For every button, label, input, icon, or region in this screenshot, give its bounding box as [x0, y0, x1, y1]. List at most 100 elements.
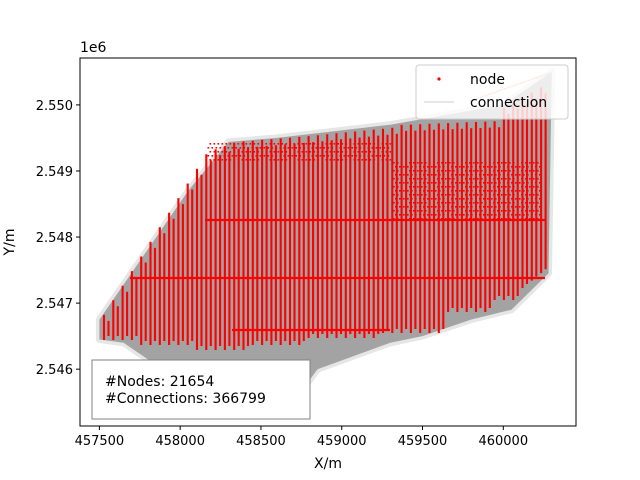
node-dot: [445, 170, 447, 172]
node-dot: [315, 155, 318, 157]
connection-area: [99, 71, 552, 409]
node-dot: [489, 178, 491, 180]
node-dot: [209, 151, 212, 153]
node-dot: [361, 159, 364, 161]
node-dot: [343, 147, 346, 149]
node-dot: [429, 162, 431, 164]
node-dot: [255, 147, 258, 149]
node-dot: [255, 155, 258, 157]
node-dot: [535, 174, 537, 176]
node-dot: [489, 186, 491, 188]
stats-connections: #Connections: 366799: [105, 391, 266, 407]
node-dot: [451, 182, 453, 184]
node-dot: [467, 182, 469, 184]
node-dot: [363, 155, 366, 157]
node-dot: [269, 159, 272, 161]
node-dot: [331, 147, 334, 149]
node-dot: [355, 155, 358, 157]
node-dot: [435, 206, 437, 208]
node-dot: [281, 159, 284, 161]
node-dot: [485, 194, 487, 196]
node-dot: [477, 162, 479, 164]
node-dot: [509, 218, 511, 220]
node-dot: [417, 178, 419, 180]
node-dot: [237, 143, 240, 145]
node-dot: [415, 166, 417, 168]
node-dot: [291, 147, 294, 149]
node-dot: [393, 162, 395, 164]
node-dot: [505, 162, 507, 164]
node-dot: [429, 170, 431, 172]
node-dot: [493, 202, 495, 204]
node-dot: [405, 202, 407, 204]
node-dot: [533, 178, 535, 180]
node-dot: [513, 162, 515, 164]
node-dot: [341, 159, 344, 161]
node-dot: [287, 155, 290, 157]
node-dot: [239, 155, 242, 157]
node-dot: [471, 182, 473, 184]
node-dot: [495, 174, 497, 176]
node-dot: [529, 218, 531, 220]
node-dot: [261, 159, 264, 161]
node-dot: [505, 186, 507, 188]
node-dot: [317, 159, 320, 161]
node-dot: [427, 206, 429, 208]
node-dot: [423, 198, 425, 200]
node-dot: [409, 202, 411, 204]
node-dot: [259, 155, 262, 157]
node-dot: [419, 190, 421, 192]
node-dot: [465, 194, 467, 196]
node-dot: [521, 210, 523, 212]
node-dot: [533, 170, 535, 172]
node-dot: [363, 147, 366, 149]
node-dot: [523, 174, 525, 176]
node-dot: [525, 194, 527, 196]
node-dot: [407, 206, 409, 208]
node-dot: [239, 147, 242, 149]
node-dot: [399, 190, 401, 192]
node-dot: [457, 202, 459, 204]
node-dot: [503, 206, 505, 208]
node-dot: [289, 143, 292, 145]
node-dot: [483, 190, 485, 192]
node-dot: [431, 182, 433, 184]
node-dot: [303, 155, 306, 157]
node-dot: [475, 214, 477, 216]
stats-box: [91, 359, 311, 420]
node-dot: [521, 202, 523, 204]
node-dot: [245, 143, 248, 145]
node-dot: [285, 143, 288, 145]
node-dot: [421, 210, 423, 212]
node-dot: [535, 166, 537, 168]
node-dot: [499, 206, 501, 208]
node-dot: [525, 178, 527, 180]
node-dot: [415, 198, 417, 200]
node-dot: [539, 214, 541, 216]
node-dot: [367, 147, 370, 149]
legend-node-marker: [437, 77, 441, 81]
node-dot: [395, 174, 397, 176]
node-dot: [373, 159, 376, 161]
node-dot: [523, 182, 525, 184]
node-dot: [473, 202, 475, 204]
node-dot: [513, 170, 515, 172]
node-dot: [451, 166, 453, 168]
node-dot: [529, 202, 531, 204]
node-dot: [415, 182, 417, 184]
node-dot: [437, 186, 439, 188]
node-dot: [481, 178, 483, 180]
node-dot: [445, 186, 447, 188]
node-dot: [493, 178, 495, 180]
node-dot: [499, 166, 501, 168]
node-dot: [293, 159, 296, 161]
node-dot: [453, 162, 455, 164]
node-dot: [465, 202, 467, 204]
node-dot: [419, 166, 421, 168]
node-dot: [399, 206, 401, 208]
node-dot: [397, 210, 399, 212]
node-dot: [457, 178, 459, 180]
node-dot: [515, 214, 517, 216]
node-dot: [395, 166, 397, 168]
node-dot: [503, 174, 505, 176]
